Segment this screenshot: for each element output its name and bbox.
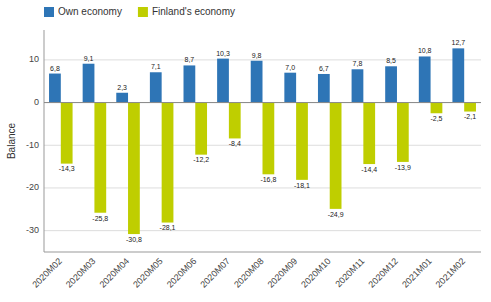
legend-swatch [44,7,54,17]
y-tick-label: 0 [34,97,39,107]
y-axis: -30 -20 -10 0 10 [26,54,481,235]
data-label: 7,0 [285,64,295,71]
data-label: -16,8 [260,176,276,183]
legend: Own economy Finland's economy [44,6,235,17]
x-tick-label: 2020M02 [30,256,64,290]
data-label: -14,3 [59,165,75,172]
x-tick-label: 2021M02 [434,256,468,290]
data-label: 12,7 [451,39,465,46]
bar [229,103,241,139]
data-label: -13,9 [395,164,411,171]
grid-line [44,187,481,188]
x-tick-label: 2020M03 [64,256,98,290]
x-tick-label: 2020M05 [131,256,165,290]
y-tick-label: -30 [26,225,39,235]
data-label: 10,8 [418,47,432,54]
bar [150,72,162,102]
data-labels: 6,8 9,1 2,3 7,1 8,7 10,3 9,8 7,0 6,7 7,8 8,5 10,8 12… [50,39,476,243]
data-label: -18,1 [294,182,310,189]
legend-swatch [138,7,148,17]
data-label: -2,5 [430,115,442,122]
bar [296,103,308,180]
bar [352,69,364,102]
data-label: 6,8 [50,65,60,72]
data-label: 8,5 [386,57,396,64]
legend-label: Finland's economy [152,6,235,17]
bar [363,103,375,164]
data-label: -30,8 [126,236,142,243]
y-tick-label: -20 [26,182,39,192]
bar [217,59,229,103]
data-label: 7,8 [353,60,363,67]
x-axis: 2020M022020M032020M042020M052020M062020M… [30,256,467,290]
bar [330,103,342,209]
x-tick-label: 2021M01 [400,256,434,290]
x-tick-label: 2020M04 [98,256,132,290]
data-label: 6,7 [319,65,329,72]
bar [162,103,174,223]
x-tick-label: 2020M12 [366,256,400,290]
x-tick-label: 2020M10 [299,256,333,290]
x-axis-line [44,252,481,253]
data-label: -2,1 [464,113,476,120]
data-label: -28,1 [160,224,176,231]
bar [184,65,196,102]
data-label: -14,4 [361,166,377,173]
data-label: 2,3 [117,84,127,91]
bar [195,103,207,155]
x-tick-label: 2020M11 [333,256,366,289]
chart: -30 -20 -10 0 10 Balance 6,8 9,1 2,3 7,1 8,7 10,3 9,… [0,0,491,302]
data-label: -12,2 [193,156,209,163]
bar [464,103,476,112]
bar [128,103,140,234]
bar [419,56,431,102]
bar [431,103,443,114]
x-tick-label: 2020M07 [198,256,232,290]
data-label: -8,4 [229,140,241,147]
bar [83,64,95,103]
grid-line [44,59,481,60]
bar [49,74,61,103]
zero-line [44,102,481,103]
data-label: 10,3 [216,50,230,57]
y-tick-label: 10 [29,54,39,64]
legend-label: Own economy [58,6,122,17]
bar [385,66,397,102]
y-axis-line [44,30,45,252]
bar [452,48,464,102]
y-axis-label: Balance [6,122,17,159]
grid-line [44,230,481,231]
bar [94,103,106,213]
bar [263,103,275,175]
data-label: 9,8 [252,52,262,59]
bars [49,48,476,234]
data-label: 9,1 [84,55,94,62]
data-label: -24,9 [328,211,344,218]
bar [284,73,296,103]
x-tick-label: 2020M09 [266,256,300,290]
data-label: 7,1 [151,63,161,70]
bar [318,74,330,103]
grid-line [44,102,481,103]
x-tick-label: 2020M08 [232,256,266,290]
bar [251,61,263,103]
y-tick-label: -10 [26,140,39,150]
bar [116,93,128,103]
bar [61,103,73,164]
data-label: -25,8 [92,215,108,222]
data-label: 8,7 [185,56,195,63]
x-tick-label: 2020M06 [165,256,199,290]
bar [397,103,409,162]
